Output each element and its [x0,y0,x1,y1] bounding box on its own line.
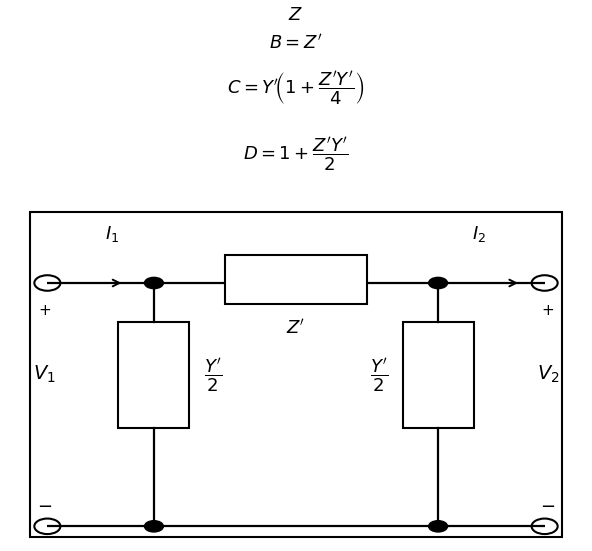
Bar [225,255,367,304]
Circle shape [429,277,448,289]
Text: $+$: $+$ [541,304,554,318]
Bar [403,322,474,428]
Bar [118,322,189,428]
Circle shape [429,521,448,532]
Text: $V_2$: $V_2$ [537,364,559,385]
Text: $-$: $-$ [37,496,52,514]
Text: $I_1$: $I_1$ [105,224,120,244]
Text: $\dfrac{Y'}{2}$: $\dfrac{Y'}{2}$ [204,356,223,393]
Text: $+$: $+$ [38,304,51,318]
Text: $C = Y'\!\left(1+\dfrac{Z'Y'}{4}\right)$: $C = Y'\!\left(1+\dfrac{Z'Y'}{4}\right)$ [227,69,365,107]
Text: $D = 1+\dfrac{Z'Y'}{2}$: $D = 1+\dfrac{Z'Y'}{2}$ [243,135,349,172]
Text: $V_1$: $V_1$ [33,364,55,385]
Text: $B = Z'$: $B = Z'$ [269,34,323,53]
Circle shape [144,521,163,532]
Text: $-$: $-$ [540,496,555,514]
Text: $Z$: $Z$ [288,6,304,24]
Text: $I_2$: $I_2$ [472,224,487,244]
Circle shape [144,277,163,289]
Text: $\dfrac{Y'}{2}$: $\dfrac{Y'}{2}$ [369,356,388,393]
Text: $Z'$: $Z'$ [287,318,305,337]
